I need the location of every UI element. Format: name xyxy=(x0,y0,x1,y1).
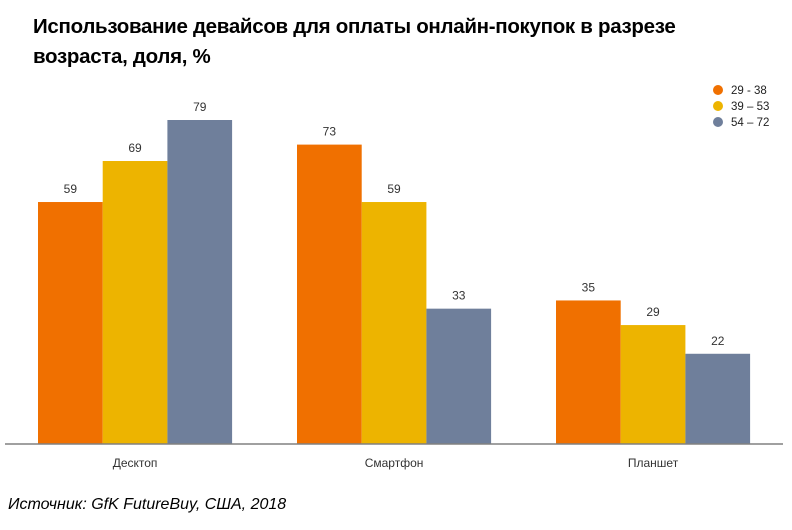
bar-3-1 xyxy=(556,300,621,444)
category-label: Смартфон xyxy=(365,456,424,470)
legend-label: 29 - 38 xyxy=(731,85,767,97)
bar-2-3 xyxy=(426,308,492,444)
chart-title: Использование девайсов для оплаты онлайн… xyxy=(33,15,676,68)
category-labels-layer: Десктоп Смартфон Планшет xyxy=(113,456,679,470)
value-label: 79 xyxy=(193,100,207,114)
value-label: 69 xyxy=(128,141,142,155)
bar-1-3 xyxy=(167,120,233,444)
bar-2-1 xyxy=(297,144,362,444)
bar-1-2 xyxy=(102,161,168,444)
bar-3-3 xyxy=(685,353,751,444)
value-label: 35 xyxy=(582,280,596,294)
category-label: Десктоп xyxy=(113,456,158,470)
category-label: Планшет xyxy=(628,456,679,470)
value-label: 73 xyxy=(323,125,337,139)
bar-1-1 xyxy=(38,202,103,444)
bars-layer xyxy=(38,120,751,444)
bar-3-2 xyxy=(620,325,686,444)
value-label: 22 xyxy=(711,334,725,348)
legend-marker xyxy=(713,101,723,111)
legend-marker xyxy=(713,117,723,127)
value-label: 59 xyxy=(64,182,78,196)
legend-label: 39 – 53 xyxy=(731,101,769,113)
source-note: Источник: GfK FutureBuy, США, 2018 xyxy=(8,496,287,513)
legend-marker xyxy=(713,85,723,95)
value-label: 29 xyxy=(646,305,660,319)
value-label: 33 xyxy=(452,289,466,303)
value-labels-layer: 59 69 79 73 59 33 35 29 22 xyxy=(64,100,725,348)
legend-label: 54 – 72 xyxy=(731,117,769,129)
bar-2-2 xyxy=(361,202,427,444)
legend: 29 - 38 39 – 53 54 – 72 xyxy=(713,85,769,129)
bar-chart: 59 69 79 73 59 33 35 29 22 Десктоп Смартфон Планше… xyxy=(5,85,783,470)
value-label: 59 xyxy=(387,182,401,196)
